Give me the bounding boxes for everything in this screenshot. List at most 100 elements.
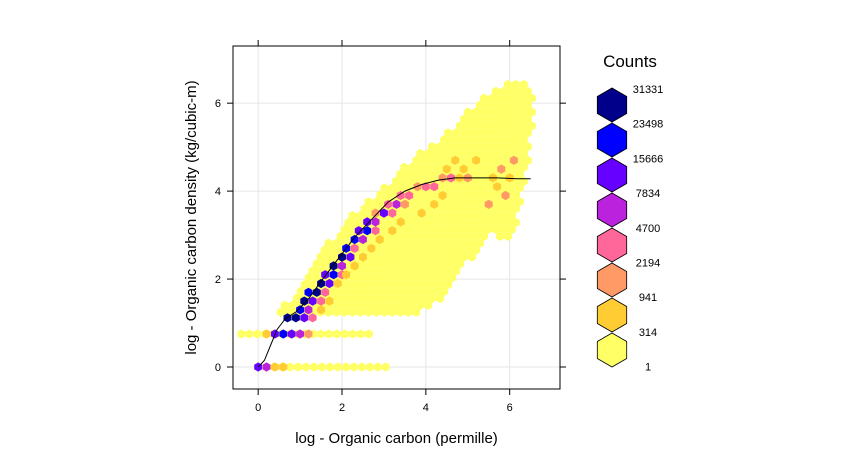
hexbin-row-cell-1-565 <box>333 329 341 339</box>
hexbin-cell-478 <box>432 286 441 297</box>
hexbin-cell-198 <box>511 190 520 200</box>
hexbin-cell-75 <box>452 142 461 152</box>
hexbin-dense-cell-55 <box>459 164 468 174</box>
hexbin-cell-174 <box>468 183 476 193</box>
hexbin-cell-27 <box>503 107 512 117</box>
hexbin-dense-cell-71 <box>359 252 367 262</box>
axes: 0 2 4 6 0 2 4 6 <box>215 40 566 414</box>
hexbin-cell-233 <box>472 204 480 214</box>
hexbin-cell-419 <box>428 266 437 276</box>
hexbin-cell-533 <box>396 307 405 317</box>
hexbin-cell-440 <box>440 273 449 283</box>
hexbin-cell-229 <box>440 204 449 214</box>
hexbin-cell-55 <box>484 128 492 138</box>
hexbin-cell-516 <box>416 300 425 310</box>
hexbin-cell-89 <box>448 148 457 159</box>
hexbin-cell-397 <box>408 259 417 269</box>
legend-break-label-1: 23498 <box>633 119 664 131</box>
hexbin-cell-118 <box>432 162 441 172</box>
hexbin-dense-cell-19 <box>304 287 313 297</box>
hexbin-dense-cell-40 <box>371 208 380 218</box>
hexbin-row-cell-0-542 <box>302 362 310 372</box>
x-tick-label-2: 4 <box>423 402 429 414</box>
hexbin-dense-cell-78 <box>451 155 460 165</box>
hexbin-cell-353 <box>384 245 393 255</box>
hexbin-cell-42 <box>472 121 480 131</box>
legend-break-label-3: 7834 <box>636 188 660 200</box>
hexbin-cell-360 <box>440 245 449 255</box>
hexbin-cell-32 <box>468 114 476 124</box>
hexbin-cell-460 <box>444 280 453 290</box>
hexbin-cell-456 <box>412 280 421 290</box>
hexbin-cell-73 <box>436 142 445 152</box>
hexbin-cell-506 <box>336 300 345 310</box>
hexbin-cell-532 <box>388 307 397 317</box>
hexbin-dense-cell-69 <box>375 234 384 245</box>
smooth-trend-line <box>257 177 531 368</box>
hexbin-cell-277 <box>480 217 488 228</box>
hexbin-dense-cell-22 <box>317 278 325 289</box>
hexbin-cell-314 <box>416 231 425 241</box>
hexbin-cell-117 <box>424 162 433 172</box>
hexbin-cloud <box>237 79 536 372</box>
hexbin-dense-cell-17 <box>308 296 317 306</box>
hexbin-cell-430 <box>360 273 369 283</box>
hexbin-cell-488 <box>356 293 365 303</box>
hexbin-cell-418 <box>420 266 429 276</box>
hexbin-dense-cell-42 <box>388 208 397 218</box>
hexbin-cell-44 <box>488 121 496 131</box>
hexbin-cell-237 <box>503 204 512 214</box>
hexbin-cell-49 <box>527 121 536 131</box>
hexbin-cell-205 <box>412 197 421 207</box>
hexbin-dense-cell-28 <box>338 261 346 271</box>
hexbin-cell-252 <box>452 211 461 221</box>
hexbin-dense-cell-63 <box>509 155 518 165</box>
hexbin-cell-424 <box>312 273 321 283</box>
hexbin-dense-cell-76 <box>317 305 325 315</box>
hexbin-dense-cell-61 <box>501 190 510 201</box>
hexbin-cell-431 <box>368 273 377 283</box>
hexbin-cell-28 <box>511 107 520 117</box>
hexbin-dense-cell-13 <box>308 313 317 323</box>
legend-swatch-3 <box>596 192 628 228</box>
hexbin-cell-98 <box>519 148 528 159</box>
hexbin-cell-239 <box>348 211 357 221</box>
y-tick-label-0: 0 <box>215 362 221 374</box>
hexbin-cell-125 <box>488 162 496 172</box>
hexbin-cell-109 <box>491 155 500 165</box>
hexbin-row-cell-0-545 <box>325 362 334 372</box>
hexbin-cell-219 <box>360 204 369 214</box>
hexbin-cell-322 <box>480 231 488 241</box>
legend: Counts 31331 23498 15666 7834 4700 2194 941 314… <box>596 52 664 374</box>
hexbin-cell-422 <box>452 266 461 276</box>
hexbin-cell-37 <box>507 114 516 124</box>
hexbin-cell-511 <box>376 300 385 310</box>
hexbin-cell-317 <box>440 231 449 241</box>
hexbin-cell-30 <box>527 107 536 117</box>
hexbin-cell-90 <box>456 148 465 159</box>
hexbin-cell-254 <box>468 211 476 221</box>
hexbin-cell-432 <box>376 273 385 283</box>
hexbin-cell-339 <box>436 238 445 248</box>
hexbin-cell-271 <box>432 217 441 228</box>
hexbin-cell-260 <box>344 217 353 228</box>
hexbin-dense-cell-32 <box>350 243 359 253</box>
hexbin-cell-527 <box>348 307 357 317</box>
hexbin-cell-175 <box>476 183 484 193</box>
hexbin-cell-225 <box>408 204 417 214</box>
hexbin-cell-346 <box>328 245 337 255</box>
hexbin-cell-86 <box>424 148 433 159</box>
hexbin-cell-355 <box>400 245 409 255</box>
hexbin-cell-79 <box>484 142 492 152</box>
hexbin-cell-495 <box>412 293 421 303</box>
hexbin-dense-cell-77 <box>472 155 481 165</box>
hexbin-cell-293 <box>428 224 437 234</box>
hexbin-cell-412 <box>372 266 381 276</box>
hexbin-cell-313 <box>408 231 417 241</box>
hexbin-cell-357 <box>416 245 425 255</box>
hexbin-dense-cell-62 <box>484 199 493 209</box>
hexbin-cell-66 <box>480 135 488 145</box>
hexbin-cell-294 <box>436 224 445 234</box>
hexbin-cell-67 <box>488 135 496 145</box>
hexbin-cell-47 <box>511 121 520 131</box>
